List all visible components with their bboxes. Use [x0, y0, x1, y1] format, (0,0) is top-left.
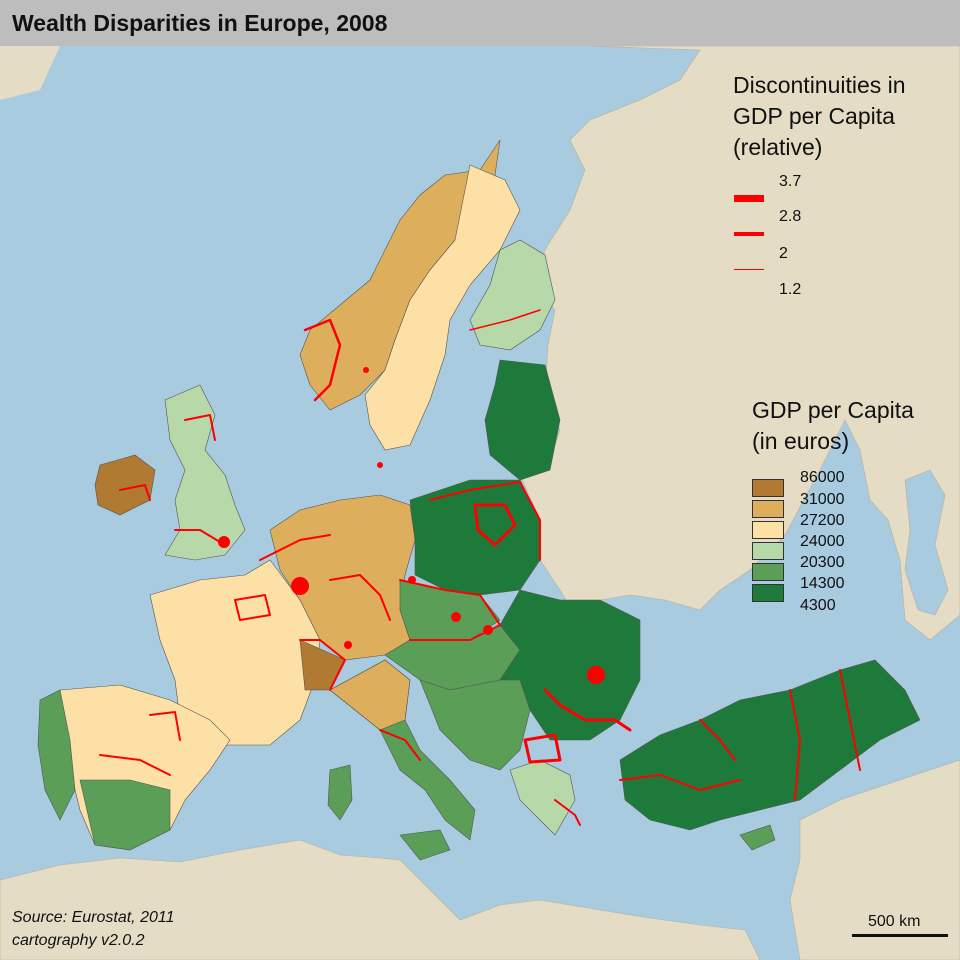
caspian-sea: [904, 469, 949, 616]
discontinuity-lines: [99, 309, 861, 826]
capital-blob: [363, 367, 369, 373]
capital-blobs: [218, 367, 605, 684]
capital-blob: [218, 536, 230, 548]
region-spain-south: [79, 779, 171, 851]
middle-east-land: [789, 759, 960, 960]
map-title: Wealth Disparities in Europe, 2008: [12, 10, 388, 36]
discontinuity-line: [473, 503, 517, 547]
discontinuity-line: [523, 733, 562, 764]
gdp-swatch: [752, 584, 784, 602]
gdp-swatch: [752, 542, 784, 560]
region-france: [149, 559, 321, 746]
region-sardinia: [327, 764, 353, 821]
gdp-class-label: 27200: [800, 512, 845, 529]
northwest-land: [0, 46, 60, 100]
title-bar: [0, 0, 960, 46]
black-sea: [640, 618, 860, 712]
gdp-swatch: [752, 479, 784, 497]
discontinuity-line: [329, 574, 391, 621]
discontinuity-line: [184, 414, 216, 441]
discontinuity-line: [699, 719, 736, 761]
gdp-class-label: 14300: [800, 575, 845, 592]
gdp-swatch: [752, 500, 784, 518]
region-ireland: [94, 454, 156, 516]
discontinuity-line-sample-large: [734, 195, 764, 202]
region-north-italy: [329, 659, 411, 731]
region-balkans: [419, 679, 531, 771]
discontinuity-line: [839, 669, 861, 771]
source-line: Source: Eurostat, 2011: [12, 909, 175, 926]
region-romania-bulgaria: [499, 589, 641, 741]
discontinuity-line: [429, 481, 541, 561]
discontinuity-line: [259, 534, 331, 561]
discontinuity-line: [789, 689, 801, 801]
region-sweden: [364, 164, 521, 451]
discontinuity-line: [469, 309, 541, 331]
discontinuity-value: 3.7: [779, 173, 802, 190]
discontinuity-line: [234, 594, 271, 621]
discontinuity-legend-title-line-1: Discontinuities in: [733, 72, 906, 98]
gdp-legend-title-line-1: GDP per Capita: [752, 397, 914, 423]
north-africa-land: [0, 839, 761, 960]
capital-blob: [408, 576, 416, 584]
scale-bar: [852, 934, 948, 937]
discontinuity-legend-title-line-2: GDP per Capita: [733, 103, 895, 129]
capital-blob: [291, 577, 309, 595]
discontinuity-value: 1.2: [779, 281, 802, 298]
region-poland: [409, 479, 541, 596]
discontinuity-line: [619, 774, 741, 791]
gdp-class-label: 20300: [800, 554, 845, 571]
capital-blob: [377, 462, 383, 468]
gdp-legend-title-line-2: (in euros): [752, 428, 850, 454]
region-portugal: [37, 689, 76, 821]
region-cyprus: [739, 824, 776, 851]
discontinuity-line: [119, 484, 151, 501]
discontinuity-line: [99, 754, 171, 776]
discontinuity-value: 2.8: [779, 208, 802, 225]
gdp-class-label: 31000: [800, 491, 845, 508]
gdp-swatch: [752, 521, 784, 539]
capital-blob: [587, 666, 605, 684]
discontinuity-legend-title-line-3: (relative): [733, 134, 823, 160]
discontinuity-line-sample-medium: [734, 232, 764, 236]
capital-blob: [451, 612, 461, 622]
discontinuity-line: [149, 711, 181, 741]
discontinuity-line: [399, 579, 501, 626]
discontinuity-line: [543, 688, 632, 732]
gdp-class-label: 86000: [800, 469, 845, 486]
discontinuity-line: [174, 529, 226, 546]
discontinuity-value: 2: [779, 245, 788, 262]
discontinuity-line: [299, 639, 346, 691]
discontinuity-line-sample-small: [734, 269, 764, 270]
discontinuity-line: [303, 318, 342, 402]
gdp-class-label: 24000: [800, 533, 845, 550]
gdp-swatch: [752, 563, 784, 581]
source-line: cartography v2.0.2: [12, 932, 145, 949]
scale-bar-label: 500 km: [868, 913, 921, 930]
region-finland: [469, 239, 556, 351]
region-sicily: [399, 829, 451, 861]
capital-blob: [483, 625, 493, 635]
discontinuity-line: [379, 729, 421, 761]
gdp-class-label: 4300: [800, 597, 836, 614]
capital-blob: [344, 641, 352, 649]
discontinuity-line: [554, 799, 581, 826]
